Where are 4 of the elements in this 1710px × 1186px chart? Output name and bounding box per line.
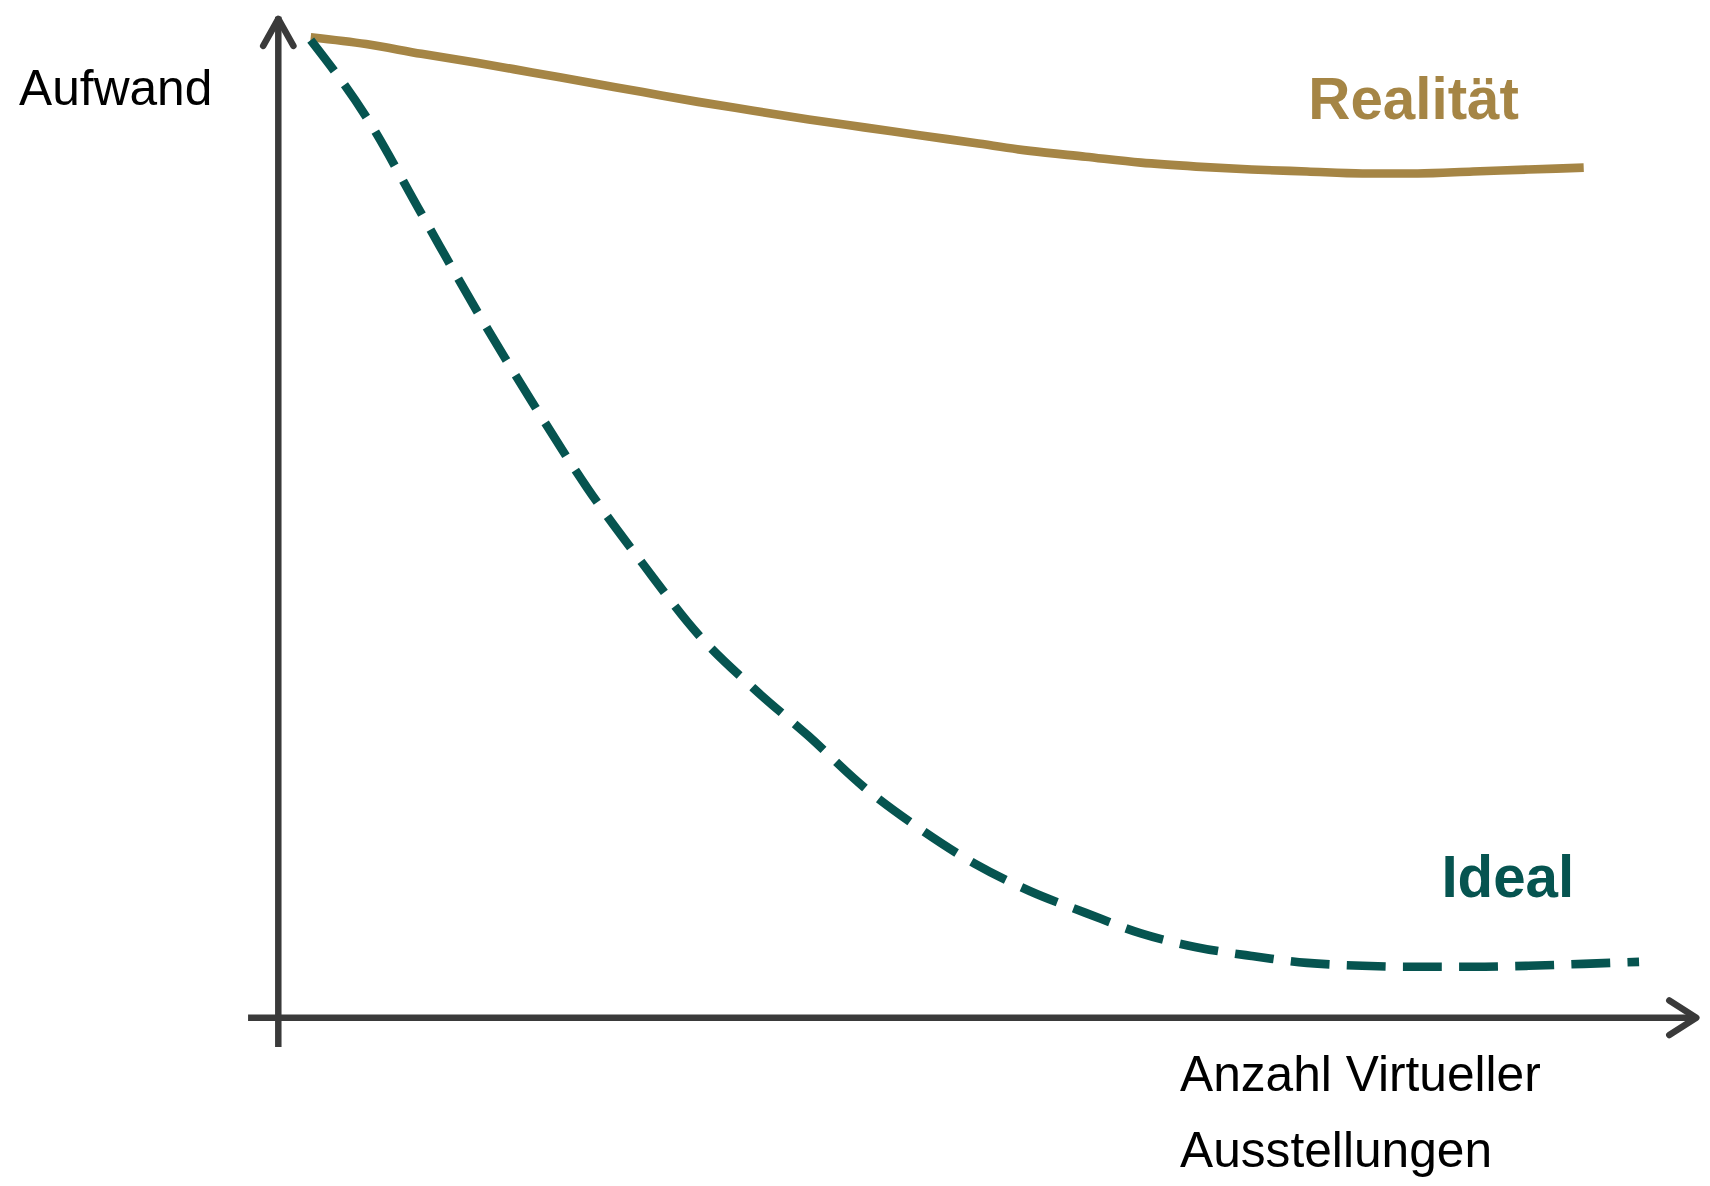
series-label: Ideal bbox=[1441, 844, 1575, 910]
y-axis-title: Aufwand bbox=[19, 60, 213, 117]
x-axis-title: Anzahl Virtueller Ausstellungen bbox=[1180, 1046, 1541, 1178]
series-label: Realität bbox=[1308, 65, 1519, 131]
